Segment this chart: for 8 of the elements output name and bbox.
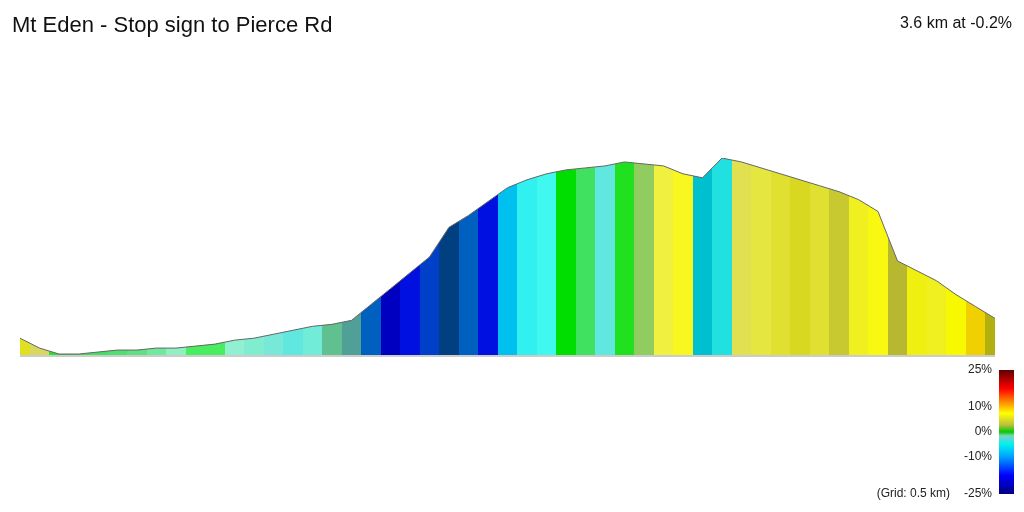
text: -25% <box>963 486 993 501</box>
text: 25% <box>967 362 993 377</box>
chart-title: Mt Eden - Stop sign to Pierce Rd <box>12 12 333 38</box>
text: -10% <box>963 448 993 463</box>
text: 0% <box>974 424 993 439</box>
text: 10% <box>967 399 993 414</box>
text: (Grid: 0.5 km) <box>876 486 950 501</box>
chart-subtitle: 3.6 km at -0.2% <box>899 14 1012 32</box>
